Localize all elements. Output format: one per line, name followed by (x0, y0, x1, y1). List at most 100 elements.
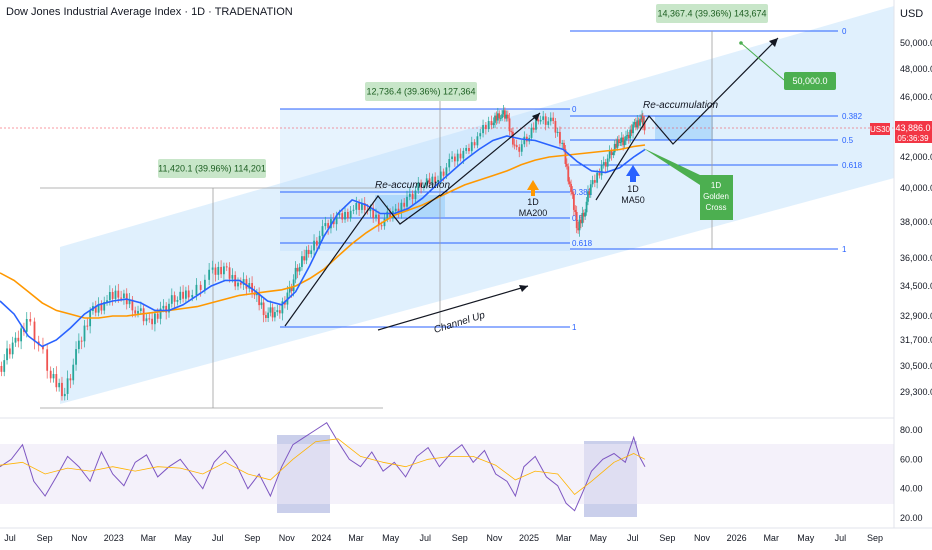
candle (575, 205, 578, 234)
candle (561, 139, 564, 149)
candle (585, 197, 588, 216)
candle (589, 179, 592, 198)
candle (476, 132, 479, 149)
ma50-arrow (626, 165, 640, 182)
candle (100, 300, 103, 315)
candle (168, 298, 170, 318)
candle (637, 117, 640, 129)
candle (352, 205, 355, 215)
candle (584, 208, 587, 220)
candle (83, 320, 86, 348)
candle (554, 118, 557, 138)
ma50-line (0, 135, 646, 348)
candle (262, 298, 265, 323)
x-tick-label: Mar (348, 533, 364, 543)
candle (159, 301, 162, 325)
candle (55, 366, 58, 392)
last-price-tag: US30 43,886.0 05:36:39 (870, 121, 932, 143)
candle (184, 286, 187, 303)
y-tick-label: 40,000.0 (900, 183, 932, 193)
candle (565, 158, 568, 170)
candle (20, 324, 23, 350)
candle (281, 297, 284, 321)
candle (494, 112, 496, 129)
candle (428, 172, 431, 187)
candle (86, 318, 89, 331)
rsi-tick-label: 80.00 (900, 425, 923, 435)
candle (301, 251, 303, 271)
candle (6, 340, 8, 365)
measure-label-1: 11,420.1 (39.96%) 114,201 (158, 159, 266, 178)
rally-arrow-1 (439, 112, 541, 197)
candle (17, 330, 20, 348)
candle (502, 104, 505, 118)
x-tick-label: Jul (212, 533, 224, 543)
projection-path-2 (595, 37, 779, 201)
candle (137, 305, 139, 318)
candle (324, 216, 327, 230)
candle (269, 300, 272, 317)
reaccumulation-label-1: Re-accumulation (375, 180, 450, 191)
candle (581, 206, 584, 227)
candle (602, 156, 605, 169)
candle (567, 163, 570, 185)
candle (97, 297, 100, 317)
fib-small-label: 1 (572, 323, 577, 332)
candle (629, 125, 632, 143)
candle (571, 186, 574, 199)
candle (596, 169, 599, 189)
candle (182, 285, 184, 303)
candle (228, 262, 231, 283)
candle (634, 117, 637, 131)
x-axis[interactable]: Jul Sep Nov 2023 Mar May Jul Sep Nov 2024 Mar May Ju… (4, 533, 883, 543)
x-tick-label: Jul (4, 533, 16, 543)
chart-title: Dow Jones Industrial Average Index · 1D … (6, 6, 293, 18)
target-label: 50,000.0 (784, 72, 836, 90)
ma200-line (0, 144, 646, 319)
ma200-label: 1D MA200 (519, 197, 548, 218)
x-tick-label: May (174, 533, 192, 543)
candle (217, 261, 220, 281)
candle (570, 179, 572, 196)
x-tick-label: 2026 (727, 533, 747, 543)
candle (327, 219, 330, 235)
x-tick-label: Nov (71, 533, 88, 543)
candle (187, 285, 190, 302)
candle (503, 107, 506, 122)
candle (69, 374, 72, 389)
candle (346, 208, 349, 222)
y-axis[interactable]: 50,000.048,000.046,000.044,000.042,000.0… (900, 38, 932, 397)
candle (0, 361, 3, 377)
candle (223, 262, 225, 281)
candle (613, 139, 616, 156)
candle (448, 153, 451, 172)
candle (211, 260, 214, 274)
candle (639, 114, 641, 129)
rsi-tick-label: 60.00 (900, 454, 923, 464)
candle (400, 199, 403, 219)
candle (225, 262, 228, 272)
candle (80, 336, 83, 350)
last-price: 43,886.0 (895, 123, 930, 133)
channel-arrow (377, 285, 529, 331)
candle (539, 115, 542, 125)
candle (296, 264, 299, 279)
countdown: 05:36:39 (897, 134, 929, 143)
reaccumulation-label-2: Re-accumulation (643, 100, 718, 111)
candle (278, 303, 281, 319)
candle (434, 172, 437, 186)
rsi-tick-label: 20.00 (900, 513, 923, 523)
candle (170, 288, 173, 308)
candle (103, 296, 106, 315)
candle (453, 153, 456, 167)
candle (513, 139, 516, 150)
candle (572, 190, 575, 217)
candle (515, 139, 518, 151)
candle (61, 376, 63, 401)
candle (606, 154, 609, 171)
candle (591, 175, 594, 188)
candle (72, 358, 75, 385)
svg-text:14,367.4 (39.36%) 143,674: 14,367.4 (39.36%) 143,674 (657, 9, 766, 19)
candle (465, 145, 468, 154)
